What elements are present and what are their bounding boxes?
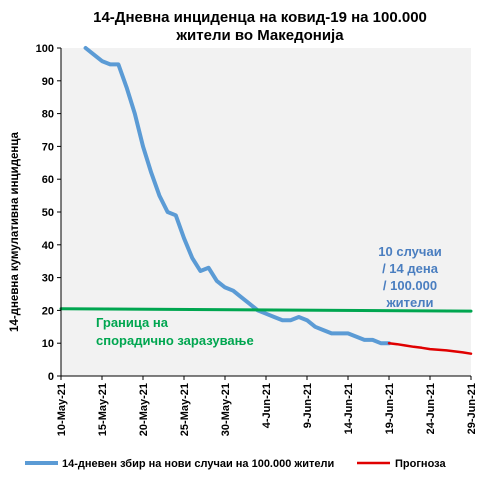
- legend: 14-дневен збир на нови случаи на 100.000…: [25, 458, 446, 470]
- annotation-blue-line-3: / 100.000: [383, 278, 437, 293]
- y-tick-label: 0: [48, 371, 54, 383]
- y-tick-label: 60: [42, 174, 54, 186]
- y-axis-ticks: 0 10 20 30 40 50 60 70 80 90 100: [36, 43, 61, 383]
- x-tick-label: 30-May-21: [220, 383, 232, 436]
- annotation-green-line-2: спорадично заразување: [96, 333, 254, 348]
- x-tick-label: 20-May-21: [138, 383, 150, 436]
- x-tick-label: 29-Jun-21: [466, 383, 478, 434]
- x-tick-label: 15-May-21: [97, 383, 109, 436]
- y-tick-label: 80: [42, 109, 54, 121]
- x-tick-label: 4-Jun-21: [261, 383, 273, 428]
- x-tick-label: 24-Jun-21: [425, 383, 437, 434]
- annotation-blue-line-4: жители: [385, 295, 433, 310]
- y-tick-label: 70: [42, 141, 54, 153]
- y-axis-label: 14-дневна кумулативна инциденца: [9, 131, 21, 331]
- legend-label-cases: 14-дневен збир на нови случаи на 100.000…: [62, 458, 334, 470]
- y-tick-label: 40: [42, 240, 54, 252]
- series-line-cases: [83, 46, 391, 346]
- annotation-sporadic-threshold: Граница на спорадично заразување: [96, 315, 254, 348]
- x-tick-label: 14-Jun-21: [343, 383, 355, 434]
- series-line-forecast: [387, 341, 473, 355]
- series-layer: [59, 46, 473, 355]
- annotation-blue-line-1: 10 случаи: [378, 244, 441, 259]
- annotation-blue-line-2: / 14 дена: [382, 261, 439, 276]
- x-tick-label: 19-Jun-21: [384, 383, 396, 434]
- chart-title-line-1: 14-Дневна инциденца на ковид-19 на 100.0…: [93, 9, 427, 26]
- y-tick-label: 10: [42, 338, 54, 350]
- legend-label-forecast: Прогноза: [395, 458, 446, 470]
- x-tick-label: 9-Jun-21: [302, 383, 314, 428]
- x-tick-label: 10-May-21: [56, 383, 68, 436]
- annotation-green-line-1: Граница на: [96, 315, 169, 330]
- y-tick-label: 90: [42, 76, 54, 88]
- series-line-threshold: [59, 307, 473, 313]
- chart-title-line-2: жители во Македонија: [175, 27, 344, 44]
- y-tick-label: 50: [42, 207, 54, 219]
- x-axis-ticks: 10-May-21 15-May-21 20-May-21 25-May-21 30-M…: [56, 376, 478, 436]
- y-tick-label: 30: [42, 273, 54, 285]
- x-tick-label: 25-May-21: [179, 383, 191, 436]
- annotation-threshold-value: 10 случаи / 14 дена / 100.000 жители: [378, 244, 441, 310]
- y-tick-label: 100: [36, 43, 54, 55]
- y-tick-label: 20: [42, 305, 54, 317]
